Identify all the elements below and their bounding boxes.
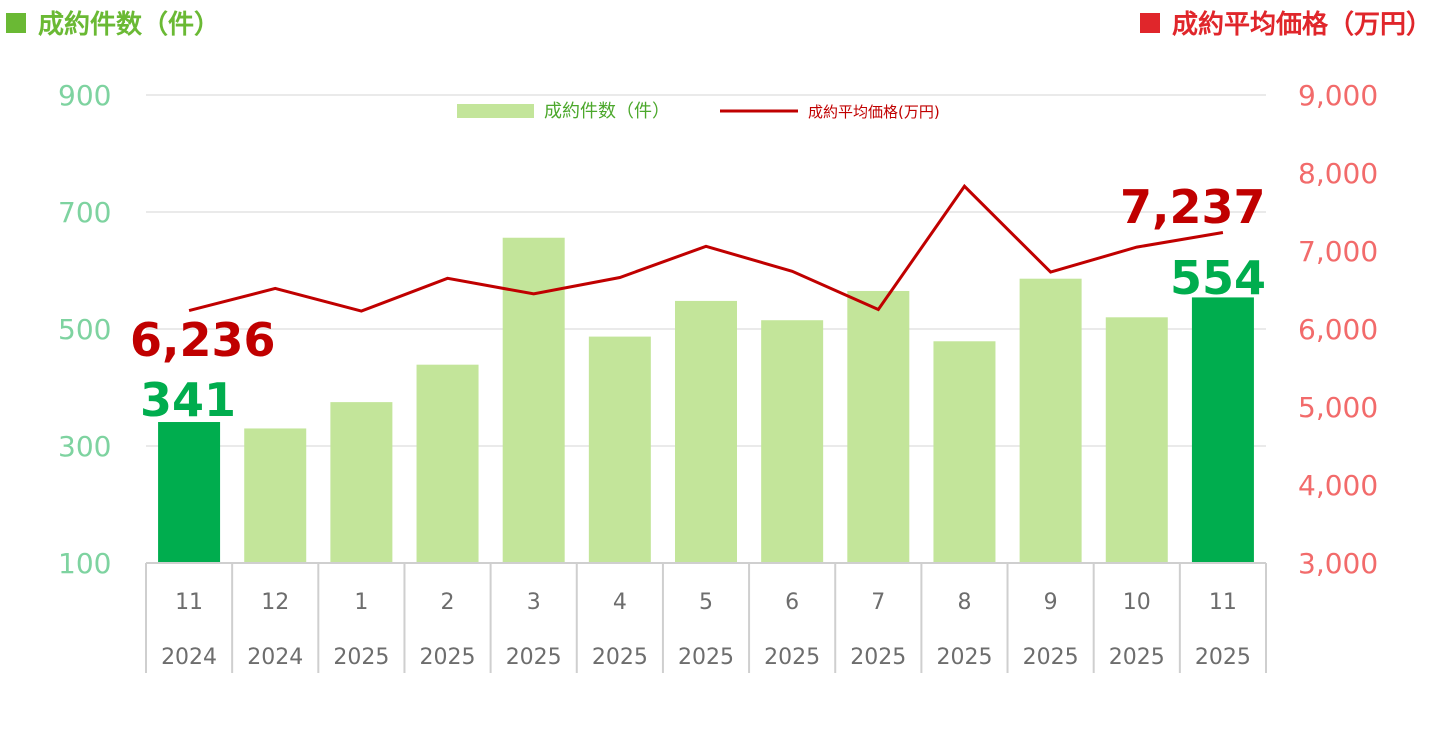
category-year-label: 2025	[420, 645, 476, 670]
bar	[502, 237, 565, 564]
left-axis-header: 成約件数（件）	[6, 4, 220, 41]
legend-bar-label: 成約件数（件）	[544, 101, 670, 122]
category-month-label: 10	[1123, 590, 1151, 615]
bar-series	[158, 237, 1254, 564]
left-axis-tick-label: 900	[58, 79, 111, 112]
bar	[1105, 317, 1168, 563]
category-year-label: 2025	[678, 645, 734, 670]
right-axis-ticks: 3,000 4,000 5,000 6,000 7,000 8,000 9,000	[1298, 79, 1378, 580]
right-axis-tick-label: 7,000	[1298, 235, 1378, 268]
left-axis-tick-label: 500	[58, 313, 111, 346]
right-axis-tick-label: 4,000	[1298, 469, 1378, 502]
right-axis-header: 成約平均価格（万円）	[1139, 4, 1432, 41]
category-month-label: 12	[261, 590, 289, 615]
left-axis-tick-label: 700	[58, 196, 111, 229]
category-month-label: 3	[527, 590, 541, 615]
bar	[588, 336, 651, 563]
right-axis-tick-label: 9,000	[1298, 79, 1378, 112]
bar	[847, 290, 910, 563]
category-month-label: 8	[957, 590, 971, 615]
legend: 成約件数（件） 成約平均価格(万円)	[457, 101, 940, 122]
first-bar-value-label: 341	[140, 373, 236, 427]
price-line	[188, 183, 1224, 313]
category-year-label: 2025	[1109, 645, 1165, 670]
category-month-label: 11	[175, 590, 203, 615]
bar	[416, 364, 479, 563]
bar	[761, 320, 824, 563]
first-line-value-label: 6,236	[130, 313, 276, 367]
legend-line-label: 成約平均価格(万円)	[808, 103, 940, 121]
category-year-label: 2025	[506, 645, 562, 670]
bar	[158, 422, 221, 563]
left-axis-tick-label: 300	[58, 430, 111, 463]
bar	[330, 402, 393, 563]
category-year-label: 2025	[333, 645, 389, 670]
category-labels: 11 2024 12 2024 1 2025 2 2025 3 2025 4 2025 5 2025 6 20…	[161, 590, 1251, 670]
right-axis-tick-label: 6,000	[1298, 313, 1378, 346]
red-square-icon	[1139, 12, 1160, 33]
left-axis-tick-label: 100	[58, 547, 111, 580]
bar	[1191, 297, 1254, 563]
category-year-label: 2025	[764, 645, 820, 670]
category-month-label: 9	[1044, 590, 1058, 615]
category-year-label: 2025	[850, 645, 906, 670]
bar	[1019, 278, 1082, 563]
category-month-label: 7	[871, 590, 885, 615]
category-month-label: 4	[613, 590, 627, 615]
bar	[933, 341, 996, 563]
category-year-label: 2025	[592, 645, 648, 670]
category-year-label: 2024	[161, 645, 217, 670]
category-month-label: 2	[441, 590, 455, 615]
legend-bar-swatch	[457, 104, 534, 118]
right-axis-header-text: 成約平均価格（万円）	[1171, 10, 1432, 40]
right-axis-tick-label: 8,000	[1298, 157, 1378, 190]
left-axis-ticks: 100 300 500 700 900	[58, 79, 111, 580]
green-square-icon	[6, 12, 26, 33]
right-axis-tick-label: 5,000	[1298, 391, 1378, 424]
bar	[244, 428, 307, 563]
category-month-label: 5	[699, 590, 713, 615]
bar	[675, 300, 737, 563]
category-year-label: 2024	[247, 645, 303, 670]
category-year-label: 2025	[1023, 645, 1079, 670]
category-month-label: 1	[354, 590, 368, 615]
last-line-value-label: 7,237	[1120, 180, 1266, 234]
last-bar-value-label: 554	[1170, 251, 1266, 305]
right-axis-tick-label: 3,000	[1298, 547, 1378, 580]
left-axis-header-text: 成約件数（件）	[38, 10, 221, 40]
category-month-label: 6	[785, 590, 799, 615]
category-month-label: 11	[1209, 590, 1237, 615]
category-year-label: 2025	[1195, 645, 1251, 670]
category-year-label: 2025	[936, 645, 992, 670]
category-axis-frame	[145, 562, 1267, 673]
